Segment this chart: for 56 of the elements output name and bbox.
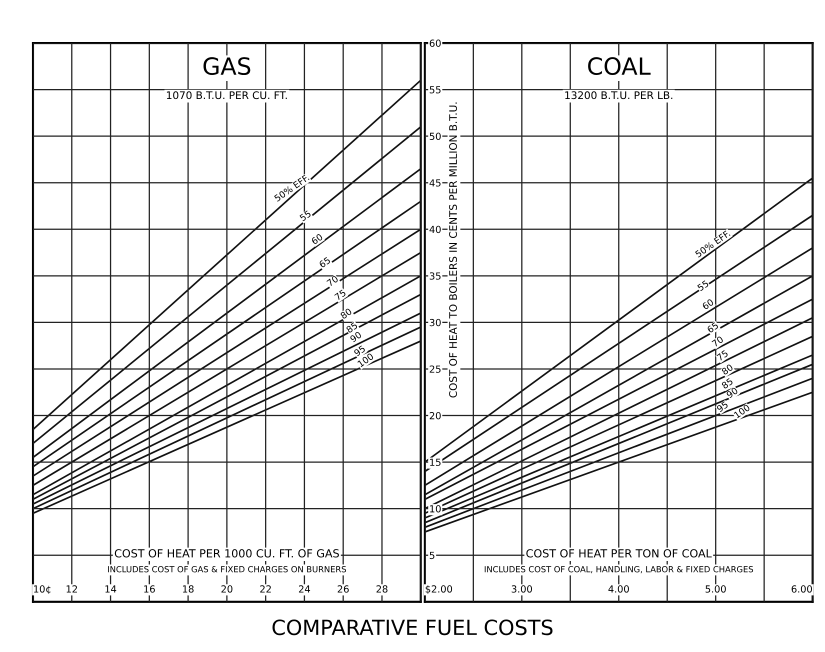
x-tick-label: 20 <box>221 585 232 593</box>
annotation: 95 <box>353 345 366 357</box>
annotation: 70 <box>712 336 724 348</box>
annotation: INCLUDES COST OF COAL, HANDLING, LABOR & FIXED CHARGES <box>484 566 754 574</box>
y-tick-label: 5 <box>430 552 434 560</box>
x-tick-label: 26 <box>338 585 349 593</box>
y-tick-label: 50 <box>430 132 441 140</box>
annotation: 75 <box>334 289 346 301</box>
x-tick-label: 4.00 <box>608 585 629 593</box>
annotation: INCLUDES COST OF GAS & FIXED CHARGES ON BURNERS <box>108 566 346 572</box>
annotation: 80 <box>340 308 352 320</box>
x-tick-label: 12 <box>66 585 77 593</box>
text: 1070 B.T.U. PER CU. FT. <box>166 91 287 100</box>
y-tick-label: 25 <box>430 365 441 373</box>
chart-title: COAL <box>588 57 651 76</box>
y-tick-label: 30 <box>430 318 441 326</box>
x-tick-label: 18 <box>182 585 194 593</box>
text: COMPARATIVE FUEL COSTS <box>272 619 553 636</box>
x-tick-label: 3.00 <box>512 585 532 593</box>
x-axis-title: COST OF HEAT PER 1000 CU. FT. OF GAS <box>114 549 339 558</box>
annotation: 65 <box>318 256 331 268</box>
annotation: 85 <box>721 378 734 390</box>
annotation: 80 <box>721 364 734 376</box>
x-tick-label: 24 <box>298 585 310 593</box>
y-axis-title: COST OF HEAT TO BOILERS IN CENTS PER MILLION B.T.U. <box>449 102 457 398</box>
x-tick-label: 28 <box>376 585 388 593</box>
x-tick-label: $2.00 <box>426 585 452 594</box>
annotation: 85 <box>346 322 358 334</box>
y-tick-label: 60 <box>430 40 441 47</box>
x-tick-label: 16 <box>144 585 155 593</box>
annotation: 55 <box>697 280 710 292</box>
y-tick-label: 40 <box>430 226 441 234</box>
annotation: 100 <box>734 404 750 418</box>
annotation: 90 <box>350 331 362 343</box>
x-tick-label: 6.00 <box>792 585 812 593</box>
x-axis-title: COST OF HEAT PER TON OF COAL <box>526 549 712 558</box>
annotation: 90 <box>726 386 738 398</box>
annotation: 55 <box>299 210 312 222</box>
x-tick-label: 10¢ <box>34 585 50 594</box>
x-tick-label: 14 <box>105 585 116 593</box>
y-tick-label: 20 <box>430 412 441 420</box>
annotation: 95 <box>716 401 728 412</box>
y-tick-label: 55 <box>430 86 441 94</box>
annotation: 60 <box>310 233 324 245</box>
y-tick-label: 10 <box>430 505 441 512</box>
text: 13200 B.T.U. PER LB. <box>565 91 672 100</box>
annotation: 65 <box>706 322 719 334</box>
annotation: 70 <box>326 275 339 287</box>
x-tick-label: 5.00 <box>706 585 726 593</box>
x-tick-label: 22 <box>260 585 271 593</box>
chart-title: GAS <box>203 57 250 76</box>
y-tick-label: 35 <box>430 272 441 280</box>
annotation: 60 <box>702 298 714 310</box>
y-tick-label: 45 <box>430 179 441 187</box>
y-tick-label: 15 <box>430 458 441 466</box>
annotation: 75 <box>716 350 728 362</box>
